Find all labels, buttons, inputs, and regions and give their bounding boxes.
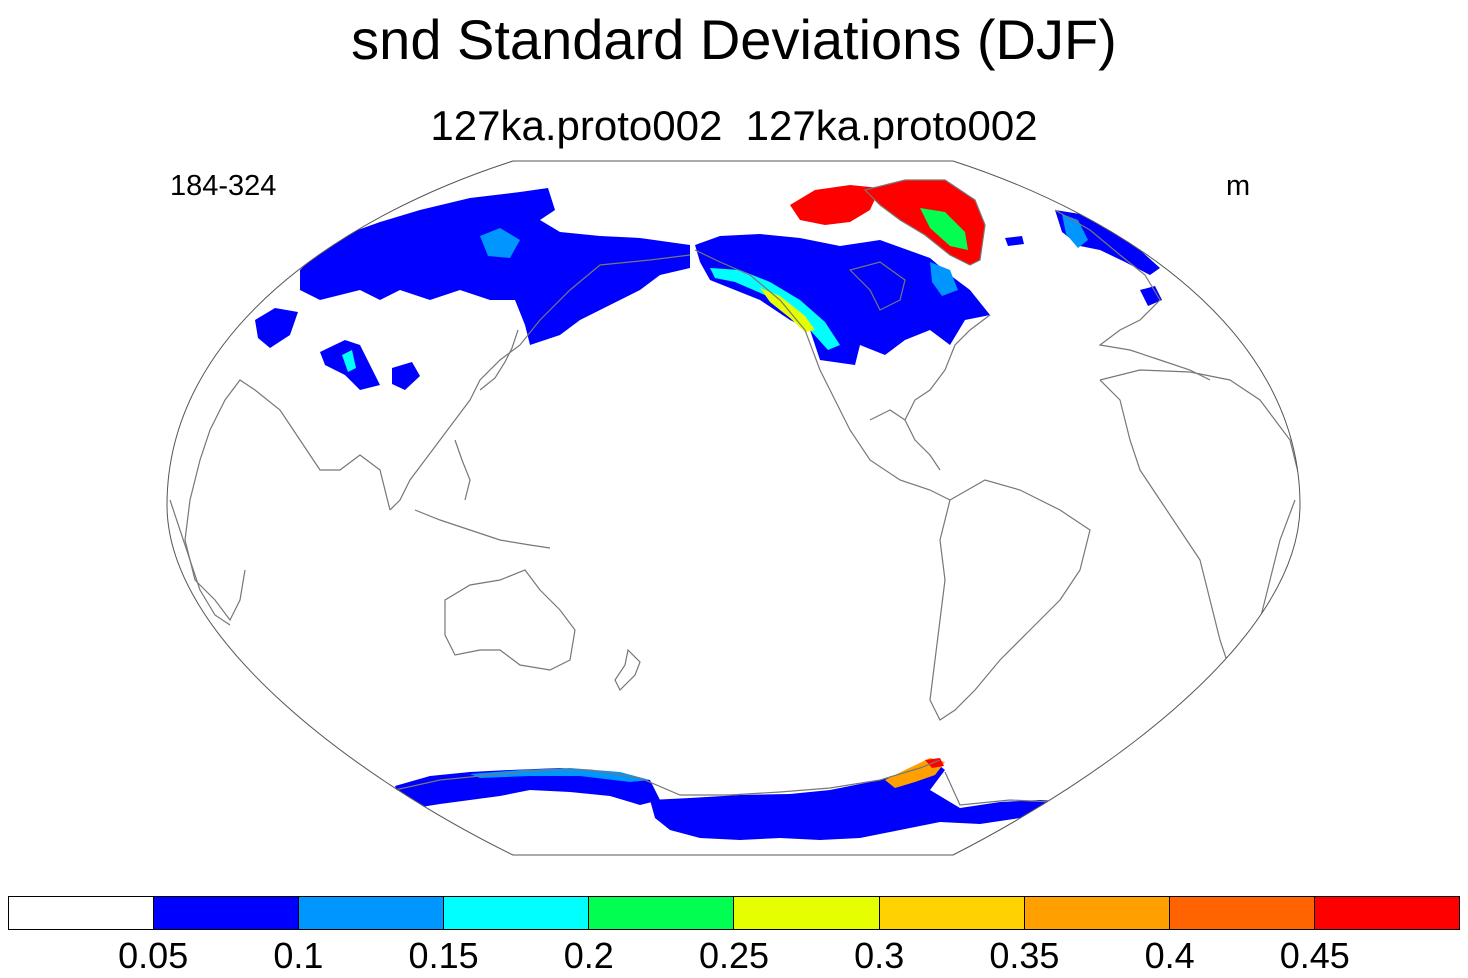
snow-region-east-asia-highlands bbox=[255, 308, 298, 348]
colorbar-tick-label: 0.2 bbox=[563, 935, 614, 976]
snow-region-labrador bbox=[930, 262, 958, 296]
snow-region-greenland-interior bbox=[920, 208, 968, 250]
map-fill-layer bbox=[255, 180, 1162, 840]
snow-region-siberia-mid bbox=[480, 228, 520, 258]
coastline-north-america-east bbox=[904, 314, 991, 471]
snow-region-scandinavia bbox=[1055, 210, 1160, 275]
snow-region-north-america bbox=[695, 234, 990, 365]
colorbar-swatch bbox=[1169, 897, 1315, 929]
coastline-africa bbox=[169, 499, 231, 626]
coastline-indonesia bbox=[414, 509, 551, 549]
time-range-label: 184-324 bbox=[170, 170, 277, 202]
colorbar-swatch bbox=[1024, 897, 1170, 929]
colorbar-tick-label: 0.35 bbox=[989, 935, 1060, 976]
colorbar-tick-label: 0.25 bbox=[698, 935, 770, 976]
colorbar-tick-label: 0.45 bbox=[1279, 935, 1350, 976]
snow-region-coast-mountains-peak bbox=[760, 288, 815, 332]
coastline-new-zealand bbox=[614, 648, 641, 692]
coastline-gulf bbox=[869, 409, 906, 421]
colorbar-swatch bbox=[589, 897, 735, 929]
coastline-africa-west bbox=[1099, 379, 1296, 671]
colorbar-tick-label: 0.4 bbox=[1144, 935, 1195, 976]
colorbar-tick-label: 0.05 bbox=[118, 935, 189, 976]
snow-region-alps bbox=[1140, 286, 1162, 306]
coastline-north-america-west bbox=[694, 249, 951, 501]
colorbar-tick-label: 0.3 bbox=[854, 935, 905, 976]
coastline-africa-north bbox=[1099, 369, 1300, 481]
coastline-hudson-bay bbox=[848, 261, 906, 311]
plot-title: snd Standard Deviations (DJF) bbox=[351, 8, 1117, 71]
colorbar-swatch bbox=[9, 897, 155, 929]
snow-region-antarctica-east bbox=[650, 762, 1075, 840]
snow-region-baffin bbox=[1005, 236, 1024, 246]
snow-region-siberia bbox=[300, 188, 690, 345]
colorbar-swatch bbox=[734, 897, 880, 929]
coastline-greenland bbox=[863, 179, 986, 266]
colorbar-swatch bbox=[1314, 897, 1459, 929]
snow-region-scandinavia-mountains bbox=[1062, 214, 1088, 248]
coastline-south-america bbox=[929, 479, 1091, 721]
snow-region-tibet-east bbox=[392, 362, 420, 390]
colorbar-tick-label: 0.15 bbox=[408, 935, 479, 976]
coastline-japan bbox=[479, 329, 519, 391]
snow-region-alaska-coast-mountains bbox=[710, 268, 840, 350]
colorbar-swatch bbox=[154, 897, 300, 929]
colorbar-swatch bbox=[444, 897, 590, 929]
plot-subtitle: 127ka.proto002 127ka.proto002 bbox=[430, 102, 1038, 149]
coastline-australia bbox=[444, 569, 576, 671]
colorbar bbox=[8, 896, 1460, 930]
map-boundary bbox=[166, 160, 1301, 856]
coastline-south-asia bbox=[184, 379, 391, 622]
snow-region-tibet-peak bbox=[342, 350, 356, 372]
colorbar-tick-label: 0.1 bbox=[273, 935, 324, 976]
world-map bbox=[166, 160, 1301, 856]
coastline-antarctica bbox=[394, 759, 1076, 806]
coastline-philippines bbox=[454, 439, 471, 501]
snow-region-antarctica-coast bbox=[470, 768, 650, 782]
coastline-europe bbox=[1054, 209, 1211, 381]
coastline-east-asia bbox=[389, 254, 691, 511]
units-label: m bbox=[1226, 170, 1251, 202]
coastlines bbox=[169, 179, 1300, 806]
snow-region-arctic-archipelago bbox=[790, 185, 880, 225]
colorbar-swatch bbox=[879, 897, 1025, 929]
colorbar-swatch bbox=[299, 897, 445, 929]
